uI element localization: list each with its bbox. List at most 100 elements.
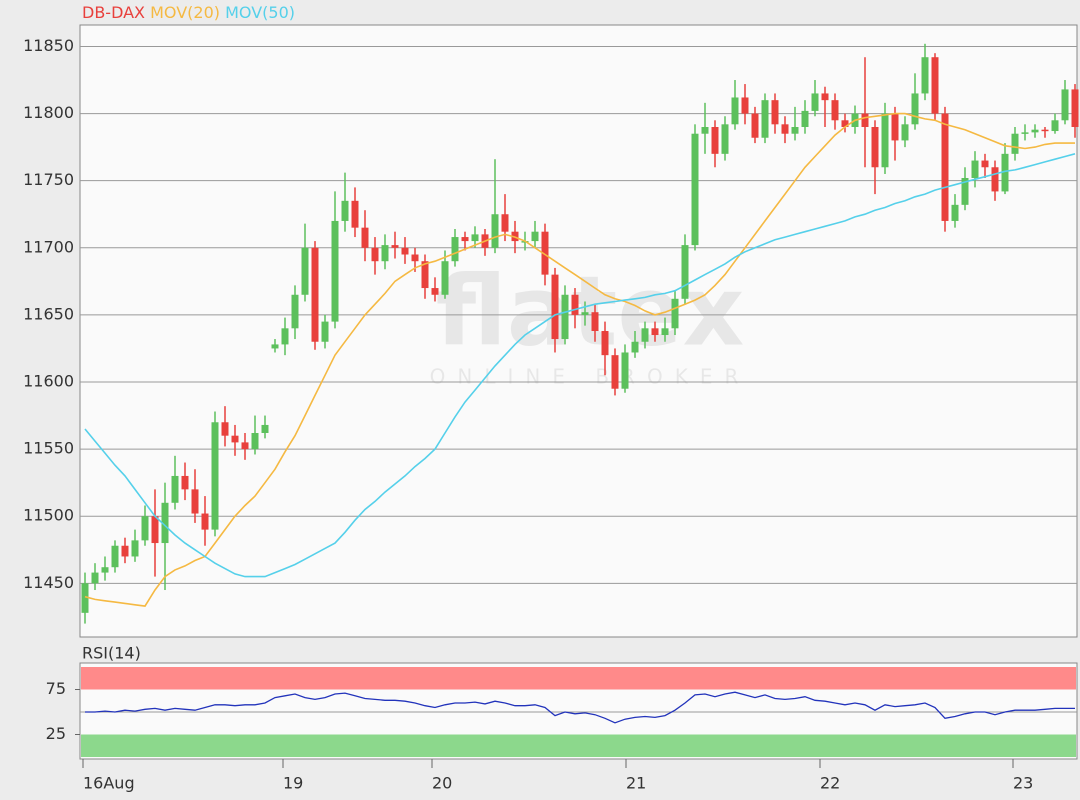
candle-body bbox=[811, 93, 819, 111]
rsi-title: RSI(14) bbox=[82, 644, 141, 663]
legend-entry: MOV(50) bbox=[225, 3, 295, 22]
candle-body bbox=[111, 545, 119, 568]
candle-body bbox=[81, 583, 89, 613]
candle-body bbox=[721, 124, 729, 154]
candle-body bbox=[491, 214, 499, 248]
candle-body bbox=[561, 294, 569, 340]
candle-body bbox=[611, 355, 619, 389]
candle-body bbox=[581, 312, 589, 315]
candle-body bbox=[501, 214, 509, 232]
candle-body bbox=[961, 178, 969, 205]
candle-body bbox=[671, 298, 679, 329]
candle-body bbox=[971, 160, 979, 178]
candle-body bbox=[981, 160, 989, 168]
candle-body bbox=[741, 97, 749, 114]
y-tick-label: 11600 bbox=[23, 372, 74, 391]
moving-average-line bbox=[84, 112, 1075, 607]
candle-body bbox=[621, 352, 629, 389]
y-tick-label: 75 bbox=[46, 679, 66, 698]
y-tick-label: 11500 bbox=[23, 506, 74, 525]
x-tick-label: 19 bbox=[283, 774, 303, 793]
candle-body bbox=[631, 341, 639, 353]
y-tick-label: 11750 bbox=[23, 170, 74, 189]
candle-body bbox=[411, 254, 419, 262]
candle-body bbox=[361, 227, 369, 248]
candle-body bbox=[391, 245, 399, 248]
candle-body bbox=[911, 93, 919, 125]
candle-body bbox=[591, 312, 599, 331]
candle-body bbox=[261, 424, 269, 433]
watermark-tagline: ONLINE BROKER bbox=[430, 365, 751, 389]
candle-body bbox=[651, 328, 659, 336]
candle-body bbox=[861, 113, 869, 127]
moving-average-line bbox=[84, 153, 1076, 578]
candle-body bbox=[441, 261, 449, 295]
candle-body bbox=[541, 231, 549, 275]
candle-body bbox=[661, 328, 669, 336]
main-plot-area bbox=[79, 24, 1078, 638]
x-tick-label: 16Aug bbox=[83, 774, 135, 793]
candle-body bbox=[761, 100, 769, 138]
y-tick-label: 11850 bbox=[23, 36, 74, 55]
candle-body bbox=[421, 261, 429, 289]
candle-body bbox=[921, 57, 929, 94]
candle-body bbox=[121, 545, 129, 557]
candle-body bbox=[641, 328, 649, 342]
candle-body bbox=[281, 328, 289, 345]
candle-body bbox=[681, 245, 689, 299]
candle-body bbox=[251, 433, 259, 450]
candle-body bbox=[291, 294, 299, 329]
candle-body bbox=[381, 245, 389, 262]
candle-body bbox=[711, 127, 719, 154]
candle-body bbox=[101, 567, 109, 573]
candle-body bbox=[771, 100, 779, 125]
candle-body bbox=[801, 110, 809, 127]
candle-body bbox=[431, 288, 439, 295]
candle-body bbox=[351, 200, 359, 228]
candle-body bbox=[321, 321, 329, 342]
candle-body bbox=[341, 200, 349, 221]
candle-body bbox=[931, 57, 939, 114]
rsi-band bbox=[81, 734, 1076, 757]
candle-body bbox=[871, 127, 879, 168]
candle-body bbox=[1051, 120, 1059, 132]
legend-entry: MOV(20) bbox=[150, 3, 220, 22]
candle-body bbox=[531, 231, 539, 242]
candle-body bbox=[831, 100, 839, 121]
candle-body bbox=[131, 540, 139, 557]
candle-body bbox=[151, 516, 159, 544]
candle-body bbox=[271, 344, 279, 349]
candle-body bbox=[1041, 129, 1049, 132]
candle-body bbox=[471, 234, 479, 242]
candle-body bbox=[841, 120, 849, 127]
rsi-band bbox=[81, 667, 1076, 690]
y-tick-label: 11800 bbox=[23, 103, 74, 122]
candle-body bbox=[1001, 153, 1009, 192]
candle-body bbox=[191, 489, 199, 514]
candle-body bbox=[1021, 132, 1029, 134]
candle-body bbox=[791, 127, 799, 134]
candle-body bbox=[1031, 129, 1039, 133]
candle-body bbox=[901, 124, 909, 141]
candle-body bbox=[201, 513, 209, 530]
x-tick-label: 20 bbox=[432, 774, 452, 793]
candle-body bbox=[331, 220, 339, 322]
x-tick-label: 23 bbox=[1013, 774, 1033, 793]
candle-body bbox=[701, 127, 709, 134]
candle-body bbox=[161, 502, 169, 544]
candle-body bbox=[891, 113, 899, 141]
candle-body bbox=[301, 247, 309, 295]
candle-body bbox=[691, 133, 699, 246]
y-tick-label: 25 bbox=[46, 724, 66, 743]
candle-body bbox=[91, 572, 99, 584]
candle-body bbox=[231, 435, 239, 443]
candle-body bbox=[371, 247, 379, 262]
candle-body bbox=[751, 113, 759, 138]
candle-body bbox=[991, 167, 999, 192]
legend-entry: DB-DAX bbox=[82, 3, 145, 22]
candle-body bbox=[881, 113, 889, 168]
candle-body bbox=[601, 331, 609, 356]
y-tick-label: 11650 bbox=[23, 304, 74, 323]
candle-body bbox=[211, 422, 219, 530]
